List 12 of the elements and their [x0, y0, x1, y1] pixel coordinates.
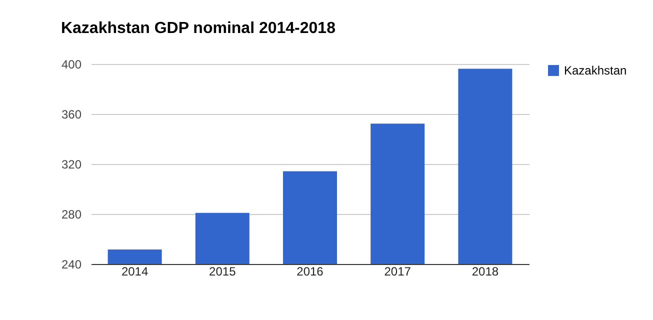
x-tick-label: 2015 — [209, 264, 236, 278]
y-tick-label: 360 — [61, 108, 82, 122]
y-tick-label: 400 — [61, 58, 82, 72]
x-tick-label: 2017 — [384, 264, 412, 278]
x-tick-label: 2016 — [296, 264, 324, 278]
y-tick-label: 320 — [61, 158, 82, 172]
x-tick-label: 2018 — [472, 264, 499, 278]
legend-label: Kazakhstan — [564, 64, 627, 78]
chart-title: Kazakhstan GDP nominal 2014-2018 — [60, 20, 336, 37]
y-tick-label: 240 — [61, 258, 82, 272]
x-tick-label: 2014 — [121, 264, 148, 278]
y-tick-label: 280 — [61, 208, 82, 222]
